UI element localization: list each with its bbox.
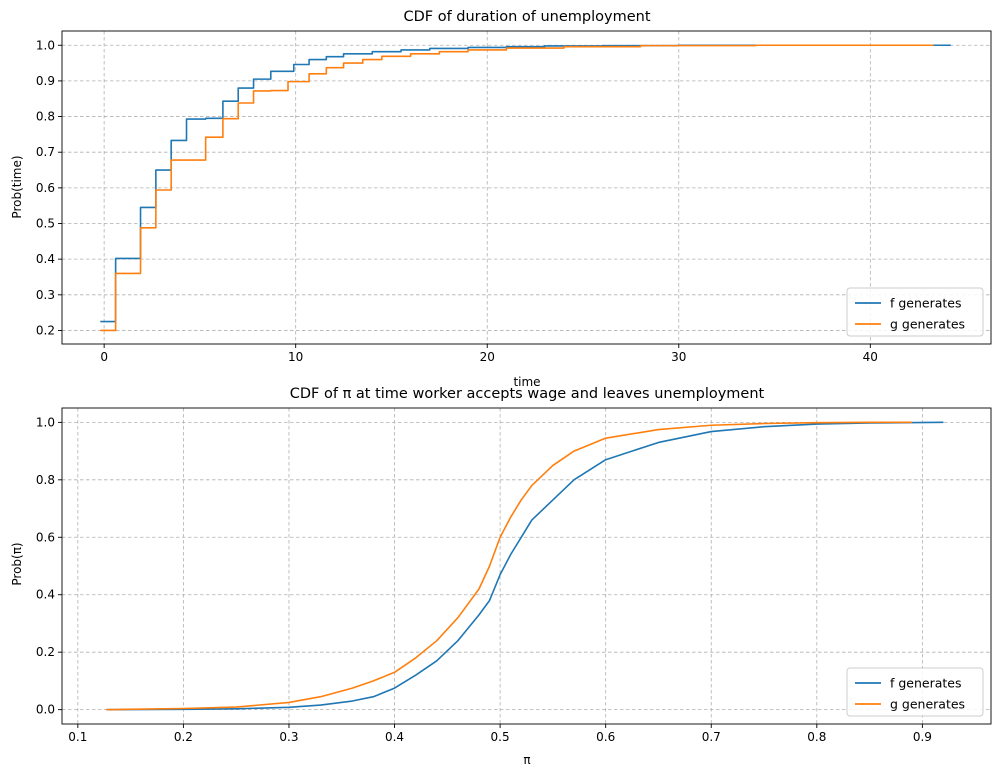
series-line-f [106, 421, 944, 711]
y-tick-label: 0.4 [36, 588, 55, 602]
y-tick-label: 0.7 [36, 145, 55, 159]
series-line-f [100, 44, 951, 323]
y-tick-label: 0.8 [36, 110, 55, 124]
y-tick-label: 1.0 [36, 38, 55, 52]
x-tick-label: 30 [671, 350, 686, 364]
legend-label-f: f generates [890, 676, 962, 691]
y-tick-label: 0.8 [36, 473, 55, 487]
x-tick-label: 0 [100, 350, 108, 364]
x-tick-label: 0.1 [68, 730, 87, 744]
grid [62, 31, 991, 344]
x-tick-label: 0.3 [279, 730, 298, 744]
series-line-g [100, 44, 934, 332]
x-axis-label: time [513, 375, 540, 389]
y-tick-label: 0.3 [36, 288, 55, 302]
legend-label-g: g generates [890, 317, 965, 332]
x-tick-label: 0.7 [702, 730, 721, 744]
chart-title: CDF of π at time worker accepts wage and… [290, 386, 765, 402]
x-tick-label: 0.5 [491, 730, 510, 744]
y-tick-label: 0.0 [36, 703, 55, 717]
legend-label-f: f generates [890, 296, 962, 311]
x-tick-label: 40 [863, 350, 878, 364]
x-tick-label: 0.6 [596, 730, 615, 744]
x-axis-label: π [523, 753, 530, 767]
y-tick-label: 1.0 [36, 415, 55, 429]
legend: f generates g generates [846, 287, 984, 337]
x-tick-label: 0.4 [385, 730, 404, 744]
y-tick-label: 0.4 [36, 252, 55, 266]
y-axis-label: Prob(time) [10, 155, 24, 218]
x-tick-label: 20 [480, 350, 495, 364]
y-tick-label: 0.6 [36, 530, 55, 544]
x-tick-label: 10 [288, 350, 303, 364]
y-tick-label: 0.2 [36, 645, 55, 659]
x-tick-label: 0.9 [913, 730, 932, 744]
x-tick-label: 0.2 [174, 730, 193, 744]
plot-frame [61, 407, 992, 725]
series-line-g [106, 421, 912, 711]
y-tick-label: 0.5 [36, 217, 55, 231]
legend: f generates g generates [846, 667, 984, 717]
chart-pi-cdf: CDF of π at time worker accepts wage and… [10, 386, 992, 767]
x-tick-label: 0.8 [807, 730, 826, 744]
legend-label-g: g generates [890, 697, 965, 712]
y-tick-label: 0.2 [36, 323, 55, 337]
y-tick-label: 0.6 [36, 181, 55, 195]
y-axis-label: Prob(π) [10, 542, 24, 585]
chart-title: CDF of duration of unemployment [403, 9, 650, 25]
chart-duration-cdf: CDF of duration of unemployment time Pro… [10, 9, 992, 389]
y-tick-label: 0.9 [36, 74, 55, 88]
